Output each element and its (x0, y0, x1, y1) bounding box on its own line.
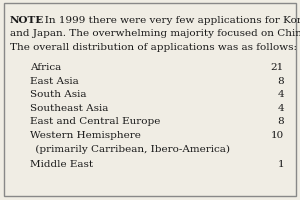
Text: (primarily Carribean, Ibero-America): (primarily Carribean, Ibero-America) (32, 144, 230, 153)
Text: Africa: Africa (30, 63, 61, 72)
Text: 4: 4 (278, 103, 284, 112)
Text: : In 1999 there were very few applications for Korea: : In 1999 there were very few applicatio… (38, 16, 300, 25)
Text: 10: 10 (271, 130, 284, 139)
Text: and Japan. The overwhelming majority focused on China.: and Japan. The overwhelming majority foc… (10, 29, 300, 38)
FancyBboxPatch shape (4, 4, 296, 196)
Text: NOTE: NOTE (10, 16, 44, 25)
Text: Western Hemisphere: Western Hemisphere (30, 130, 141, 139)
Text: 21: 21 (271, 63, 284, 72)
Text: Middle East: Middle East (30, 159, 93, 168)
Text: East Asia: East Asia (30, 77, 79, 86)
Text: 1: 1 (278, 159, 284, 168)
Text: 8: 8 (278, 117, 284, 126)
Text: The overall distribution of applications was as follows:: The overall distribution of applications… (10, 43, 297, 52)
Text: 8: 8 (278, 77, 284, 86)
Text: South Asia: South Asia (30, 90, 86, 99)
Text: Southeast Asia: Southeast Asia (30, 103, 108, 112)
Text: 4: 4 (278, 90, 284, 99)
Text: East and Central Europe: East and Central Europe (30, 117, 161, 126)
